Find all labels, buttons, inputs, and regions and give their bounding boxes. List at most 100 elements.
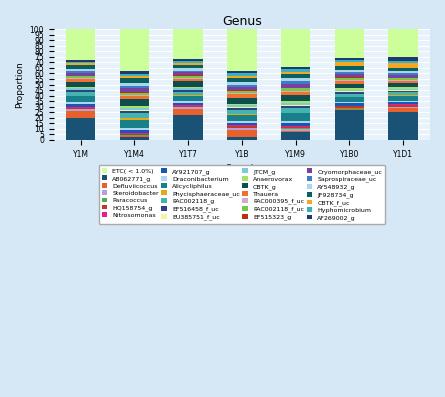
Bar [174,107,203,108]
Bar [174,88,203,90]
Bar [388,73,418,75]
Bar [174,68,203,71]
X-axis label: Sample: Sample [225,164,259,173]
Bar [66,65,95,69]
Bar [227,114,257,116]
Bar [120,78,149,83]
Bar [174,75,203,76]
Bar [66,29,95,60]
Bar [335,78,364,80]
Bar [281,91,311,92]
Bar [120,108,149,110]
Bar [388,78,418,80]
Bar [66,88,95,90]
Bar [174,96,203,102]
Bar [66,118,95,140]
Bar [227,105,257,107]
Bar [174,61,203,63]
Bar [120,137,149,140]
Bar [281,105,311,106]
Bar [281,126,311,127]
Bar [174,76,203,78]
Bar [174,71,203,72]
Bar [227,137,257,140]
Bar [66,60,95,62]
Bar [335,62,364,66]
Bar [174,92,203,95]
Bar [281,113,311,121]
Bar [388,96,418,101]
Bar [227,107,257,108]
Bar [120,113,149,118]
Bar [335,106,364,108]
Bar [281,129,311,131]
Bar [120,71,149,73]
Bar [120,131,149,133]
Bar [174,108,203,115]
Bar [388,112,418,140]
Bar [120,29,149,71]
Bar [227,116,257,121]
Bar [281,92,311,95]
Bar [335,109,364,110]
Bar [281,81,311,84]
Bar [174,78,203,79]
Bar [227,71,257,73]
Bar [388,57,418,61]
Bar [120,133,149,135]
Bar [335,104,364,106]
Y-axis label: Proportion: Proportion [15,61,24,108]
Bar [281,101,311,103]
Bar [227,82,257,85]
Bar [120,118,149,119]
Bar [227,94,257,98]
Bar [66,104,95,107]
Legend: ETC( < 1.0%), AB062771_g, Defluviicoccus, Steroidobacter, Paracoccus, HQ158754_g: ETC( < 1.0%), AB062771_g, Defluviicoccus… [98,165,385,224]
Bar [174,63,203,65]
Bar [281,71,311,74]
Bar [66,96,95,102]
Bar [66,76,95,77]
Bar [120,92,149,93]
Bar [227,130,257,137]
Bar [335,58,364,60]
Bar [227,110,257,114]
Bar [174,90,203,92]
Bar [281,84,311,87]
Bar [281,106,311,108]
Bar [174,115,203,140]
Bar [388,75,418,78]
Bar [281,67,311,69]
Bar [281,132,311,140]
Bar [227,123,257,125]
Bar [335,77,364,78]
Bar [66,107,95,108]
Bar [120,86,149,89]
Bar [388,102,418,104]
Bar [388,90,418,91]
Bar [66,87,95,88]
Bar [281,127,311,129]
Bar [388,89,418,90]
Bar [388,61,418,62]
Bar [120,119,149,128]
Bar [174,65,203,68]
Bar [281,69,311,71]
Bar [120,128,149,131]
Bar [66,73,95,76]
Bar [335,110,364,140]
Bar [388,71,418,73]
Bar [335,74,364,77]
Bar [335,72,364,74]
Bar [281,88,311,91]
Bar [120,93,149,94]
Bar [335,83,364,89]
Bar [120,99,149,106]
Bar [227,87,257,90]
Bar [66,79,95,82]
Bar [281,123,311,126]
Bar [227,125,257,126]
Bar [388,105,418,107]
Bar [174,102,203,103]
Bar [120,83,149,86]
